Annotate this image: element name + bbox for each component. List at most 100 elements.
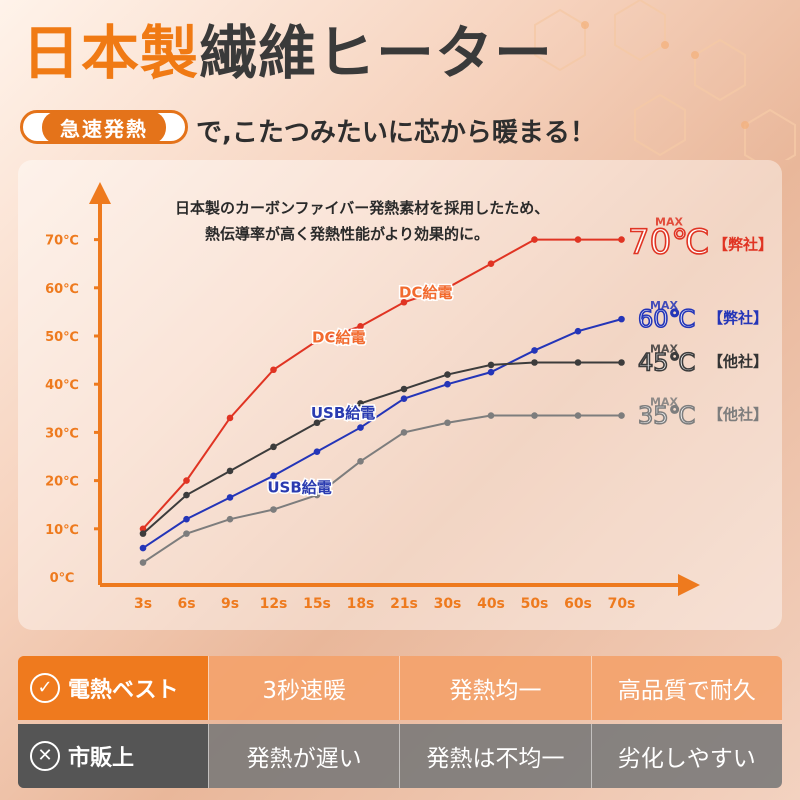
series-line — [142, 238, 622, 530]
data-point — [531, 412, 538, 419]
cell-market-1: 発熱が遅い — [208, 724, 399, 788]
company-label: 【弊社】 — [708, 309, 768, 327]
data-point — [487, 412, 495, 419]
rapid-heat-badge: 急速発熱 — [20, 110, 188, 144]
max-prefix: MAX — [650, 343, 678, 356]
data-point — [139, 544, 147, 552]
data-point — [400, 429, 408, 436]
max-temperature-label: 35℃ — [638, 402, 696, 430]
data-point — [139, 530, 147, 537]
data-point — [574, 359, 582, 366]
data-point — [226, 467, 234, 475]
y-tick-label: 70℃ — [45, 234, 79, 249]
y-tick-label: 40℃ — [45, 378, 79, 393]
title-made-in-japan: 日本製 — [22, 19, 200, 87]
check-circle-icon: ✓ — [30, 673, 60, 703]
max-prefix: MAX — [650, 299, 678, 312]
chart-note-line1: 日本製のカーボンファイバー発熱素材を採用したため、 — [175, 199, 549, 217]
data-point — [183, 477, 190, 484]
x-tick-label: 15s — [303, 596, 331, 612]
data-point — [574, 412, 582, 419]
data-point — [313, 419, 321, 427]
x-tick-label: 30s — [434, 596, 462, 612]
x-tick-label: 50s — [521, 596, 549, 612]
data-point — [270, 506, 277, 513]
row-head-ours: ✓ 電熱ベスト — [18, 656, 208, 720]
data-point — [313, 448, 321, 455]
series-label: DC給電 — [399, 283, 452, 301]
data-point — [270, 472, 277, 480]
badge-label: 急速発熱 — [42, 110, 166, 144]
data-point — [313, 491, 321, 499]
data-point — [139, 525, 147, 533]
series-label: DC給電 — [312, 328, 365, 346]
y-tick-label: 20℃ — [45, 475, 79, 490]
y-axis-arrow — [89, 182, 111, 204]
hexagon-decoration — [534, 0, 796, 160]
row-head-market: ✕ 市販上 — [18, 724, 208, 788]
data-point — [226, 515, 234, 523]
x-tick-label: 21s — [390, 596, 418, 612]
data-point — [444, 371, 451, 378]
data-point — [618, 412, 625, 419]
data-point — [487, 368, 495, 376]
x-tick-label: 70s — [608, 596, 636, 612]
data-point — [226, 414, 234, 422]
cell-market-3: 劣化しやすい — [590, 724, 782, 788]
data-point — [270, 366, 277, 374]
company-label: 【弊社】 — [713, 236, 773, 254]
max-temperature-label: 45℃ — [638, 349, 696, 377]
y-tick-label: 30℃ — [45, 426, 79, 441]
data-point — [357, 323, 364, 330]
label-market: 市販上 — [68, 746, 135, 771]
data-point — [400, 298, 408, 306]
y-tick-label: 50℃ — [45, 330, 79, 345]
subtitle: で,こたつみたいに芯から暖まる！ — [196, 118, 596, 148]
max-temperature-label: 60℃ — [638, 305, 696, 333]
data-point — [357, 400, 364, 407]
cell-market-2: 発熱は不均一 — [399, 724, 590, 788]
comparison-row-market: ✕ 市販上 発熱が遅い 発熱は不均一 劣化しやすい — [18, 724, 782, 788]
data-point — [618, 359, 625, 366]
cross-circle-icon: ✕ — [30, 741, 60, 771]
data-point — [531, 359, 538, 366]
data-point — [618, 315, 625, 323]
temperature-chart: 日本製のカーボンファイバー発熱素材を採用したため、 熱伝導率が高く発熱性能がより… — [45, 182, 773, 612]
x-tick-label: 60s — [564, 596, 592, 612]
data-point — [226, 494, 234, 501]
comparison-table: ✓ 電熱ベスト 3秒速暖 発熱均一 高品質で耐久 ✕ 市販上 発熱が遅い 発熱は… — [18, 656, 782, 788]
cell-ours-1: 3秒速暖 — [208, 656, 399, 720]
data-point — [400, 395, 408, 402]
y-tick-label: 60℃ — [45, 282, 79, 297]
data-point — [444, 380, 451, 388]
data-point — [444, 284, 451, 292]
data-point — [313, 337, 321, 345]
chart-note-line2: 熱伝導率が高く発熱性能がより効果的に。 — [205, 225, 489, 243]
x-tick-label: 9s — [221, 596, 239, 612]
x-tick-label: 18s — [347, 596, 375, 612]
data-point — [487, 361, 495, 369]
data-point — [183, 530, 190, 537]
cell-ours-2: 発熱均一 — [399, 656, 590, 720]
data-point — [270, 443, 277, 451]
data-point — [531, 236, 538, 243]
data-point — [183, 515, 190, 523]
data-point — [574, 327, 582, 335]
x-tick-label: 12s — [260, 596, 288, 612]
data-point — [357, 458, 364, 465]
series-label: USB給電 — [267, 479, 331, 497]
y-tick-label: 0℃ — [50, 571, 75, 586]
series-label: USB給電 — [311, 404, 375, 422]
data-point — [618, 236, 625, 243]
data-point — [400, 385, 408, 393]
x-axis-arrow — [678, 574, 700, 596]
series-line — [142, 318, 622, 549]
cell-ours-3: 高品質で耐久 — [590, 656, 782, 720]
y-tick-label: 10℃ — [45, 523, 79, 538]
series-line — [142, 361, 622, 535]
data-point — [531, 347, 538, 354]
data-point — [574, 236, 582, 243]
x-tick-label: 40s — [477, 596, 505, 612]
title-fiber-heater: 繊維ヒーター — [199, 19, 554, 87]
chart-panel — [18, 160, 782, 630]
